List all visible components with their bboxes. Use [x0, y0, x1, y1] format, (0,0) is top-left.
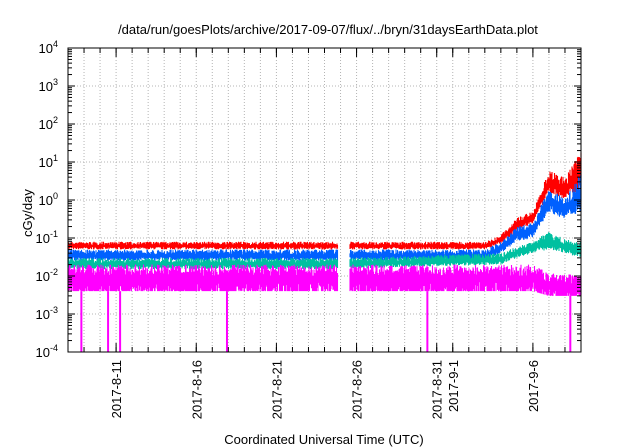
y-tick-label: 10-2: [36, 267, 58, 284]
x-tick-label: 2017-8-11: [109, 360, 124, 418]
y-tick-label: 101: [39, 153, 58, 170]
x-tick-label: 2017-9-1: [446, 360, 461, 412]
y-tick-labels: 10-4 10-3 10-2 10-1 100 101 102 103 104: [36, 39, 58, 360]
x-tick-labels: 2017-8-11 2017-8-16 2017-8-21 2017-8-26 2017…: [109, 360, 541, 419]
y-tick-label: 10-4: [36, 343, 58, 360]
y-tick-label: 10-3: [36, 305, 58, 322]
chart-title: /data/run/goesPlots/archive/2017-09-07/f…: [118, 22, 538, 37]
y-tick-label: 104: [39, 39, 58, 56]
x-tick-label: 2017-8-21: [269, 360, 284, 419]
x-tick-label: 2017-9-6: [526, 360, 541, 412]
y-tick-label: 103: [39, 77, 58, 94]
grid-lines: [68, 48, 581, 352]
x-axis-label: Coordinated Universal Time (UTC): [224, 432, 423, 447]
y-tick-label: 102: [39, 115, 58, 132]
y-axis-label: cGy/day: [20, 189, 35, 237]
x-tick-label: 2017-8-16: [189, 360, 204, 419]
y-tick-label: 100: [39, 191, 58, 208]
x-tick-label: 2017-8-31: [430, 360, 445, 419]
tick-marks: [68, 47, 581, 353]
y-tick-label: 10-1: [36, 229, 58, 246]
data-traces: [67, 152, 582, 352]
x-tick-label: 2017-8-26: [350, 360, 365, 419]
